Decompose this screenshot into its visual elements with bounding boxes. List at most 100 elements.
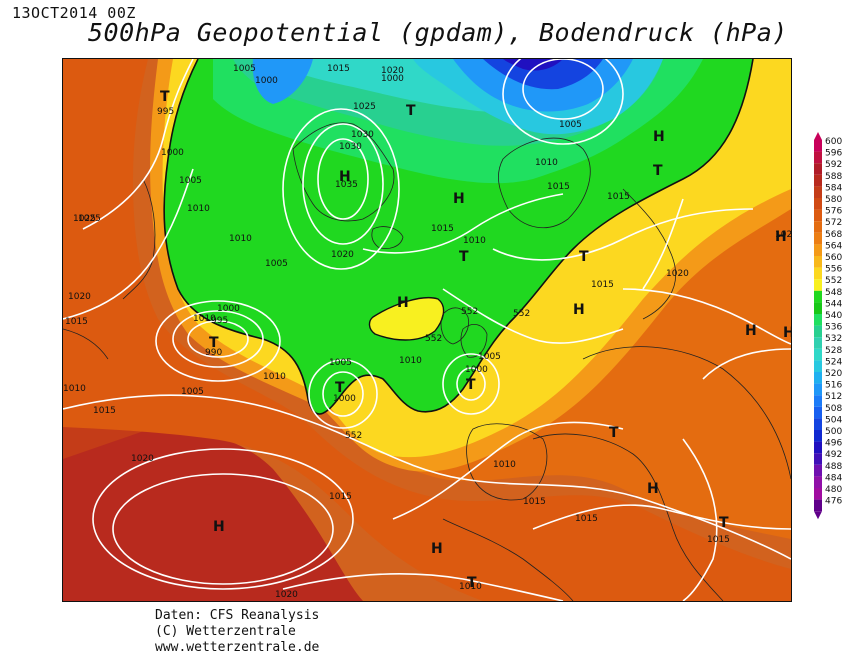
pressure-label: 1015 bbox=[65, 317, 88, 327]
legend-label: 532 bbox=[825, 334, 842, 344]
pressure-label: 1010 bbox=[463, 236, 486, 246]
legend-swatch bbox=[814, 232, 822, 245]
pressure-label: 1015 bbox=[707, 535, 730, 545]
legend-arrow-top bbox=[814, 132, 822, 140]
legend-swatch bbox=[814, 337, 822, 349]
pressure-label: 1015 bbox=[329, 492, 352, 502]
legend-label: 528 bbox=[825, 346, 842, 356]
pressure-label: 1000 bbox=[255, 76, 278, 86]
legend-swatch bbox=[814, 244, 822, 256]
legend-arrow-bottom bbox=[814, 511, 822, 520]
low-center: T bbox=[609, 425, 619, 441]
legend-label: 564 bbox=[825, 241, 842, 251]
pressure-label: 1020 bbox=[381, 66, 404, 76]
legend-swatch bbox=[814, 209, 822, 222]
pressure-label: 1035 bbox=[335, 180, 358, 190]
pressure-label: 1020 bbox=[68, 292, 91, 302]
legend-label: 560 bbox=[825, 253, 842, 263]
pressure-label: 1030 bbox=[351, 130, 374, 140]
legend-label: 588 bbox=[825, 172, 842, 182]
legend-swatch bbox=[814, 406, 822, 419]
contour-552 bbox=[163, 59, 754, 415]
legend-label: 552 bbox=[825, 276, 842, 286]
color-legend: 600 596 592 588 584 580 576 572 568 564 560 556 552 5… bbox=[812, 132, 848, 528]
pressure-label: 1005 bbox=[265, 259, 288, 269]
map-canvas: 552 552 552 552 1005 1000 1015 1020 995 … bbox=[63, 59, 791, 601]
pressure-label: 1015 bbox=[591, 280, 614, 290]
legend-label: 544 bbox=[825, 299, 842, 309]
pressure-label: 995 bbox=[211, 316, 228, 326]
pressure-label: 1020 bbox=[131, 454, 154, 464]
legend-swatch bbox=[814, 441, 822, 454]
pressure-labels: 1005 1000 1015 1020 995 1000 1025 1030 1… bbox=[63, 64, 791, 600]
legend-swatch bbox=[814, 325, 822, 338]
legend-label: 496 bbox=[825, 439, 842, 449]
legend-label: 516 bbox=[825, 381, 842, 391]
legend-label: 580 bbox=[825, 195, 842, 205]
pressure-label: 1015 bbox=[547, 182, 570, 192]
pressure-label: 1010 bbox=[399, 356, 422, 366]
legend-swatch bbox=[814, 314, 822, 326]
high-center: H bbox=[783, 325, 791, 341]
high-center: H bbox=[775, 229, 787, 245]
legend-label: 520 bbox=[825, 369, 842, 379]
low-center: T bbox=[719, 515, 729, 531]
legend-swatch bbox=[814, 383, 822, 396]
geopotential-label: 552 bbox=[425, 334, 442, 344]
legend-label: 500 bbox=[825, 427, 842, 437]
pressure-label: 1010 bbox=[187, 204, 210, 214]
pressure-label: 1020 bbox=[331, 250, 354, 260]
legend-label: 492 bbox=[825, 450, 842, 460]
pressure-label: 1005 bbox=[329, 358, 352, 368]
pressure-label: 1010 bbox=[535, 158, 558, 168]
footer: Daten: CFS Reanalysis (C) Wetterzentrale… bbox=[155, 608, 319, 656]
legend-label: 504 bbox=[825, 415, 842, 425]
legend-swatch bbox=[814, 499, 822, 512]
legend-swatch bbox=[814, 267, 822, 280]
pressure-label: 1015 bbox=[327, 64, 350, 74]
contour-552-pocket bbox=[368, 297, 445, 341]
legend-label: 596 bbox=[825, 149, 842, 159]
legend-label: 600 bbox=[825, 137, 842, 147]
pressure-label: 1005 bbox=[179, 176, 202, 186]
field-yellow-pocket bbox=[369, 297, 444, 340]
legend-label: 572 bbox=[825, 218, 842, 228]
low-center: T bbox=[467, 575, 477, 591]
pressure-label: 1015 bbox=[431, 224, 454, 234]
pressure-label: 995 bbox=[157, 107, 174, 117]
chart-title: 500hPa Geopotential (gpdam), Bodendruck … bbox=[88, 18, 788, 47]
low-center: T bbox=[160, 89, 170, 105]
pressure-label: 1030 bbox=[339, 142, 362, 152]
legend-swatch bbox=[814, 488, 822, 500]
legend-swatch bbox=[814, 348, 822, 361]
high-center: H bbox=[653, 129, 665, 145]
legend-swatch bbox=[814, 453, 822, 465]
pressure-label: 990 bbox=[205, 348, 222, 358]
legend-swatch bbox=[814, 174, 822, 187]
high-center: H bbox=[397, 295, 409, 311]
legend-label: 568 bbox=[825, 230, 842, 240]
pressure-label: 1010 bbox=[493, 460, 516, 470]
pressure-label: 1025 bbox=[73, 214, 96, 224]
pressure-label: 1025 bbox=[78, 214, 101, 224]
high-center: H bbox=[745, 323, 757, 339]
pressure-label: 1005 bbox=[181, 387, 204, 397]
pressure-label: 1020 bbox=[666, 269, 689, 279]
pressure-label: 1010 bbox=[193, 314, 216, 324]
legend-label: 508 bbox=[825, 404, 842, 414]
legend-label: 540 bbox=[825, 311, 842, 321]
low-center: T bbox=[579, 249, 589, 265]
legend-swatch bbox=[814, 418, 822, 430]
legend-label: 548 bbox=[825, 288, 842, 298]
field-red-southwest bbox=[63, 419, 363, 601]
high-center: H bbox=[453, 191, 465, 207]
legend-label: 584 bbox=[825, 183, 842, 193]
pressure-label: 1015 bbox=[523, 497, 546, 507]
high-center: H bbox=[213, 519, 225, 535]
high-center: H bbox=[339, 169, 351, 185]
pressure-label: 1000 bbox=[465, 365, 488, 375]
low-center: T bbox=[209, 335, 219, 351]
legend-swatch bbox=[814, 163, 822, 175]
geopotential-labels: 552 552 552 552 bbox=[345, 307, 530, 441]
copyright: (C) Wetterzentrale bbox=[155, 624, 296, 639]
